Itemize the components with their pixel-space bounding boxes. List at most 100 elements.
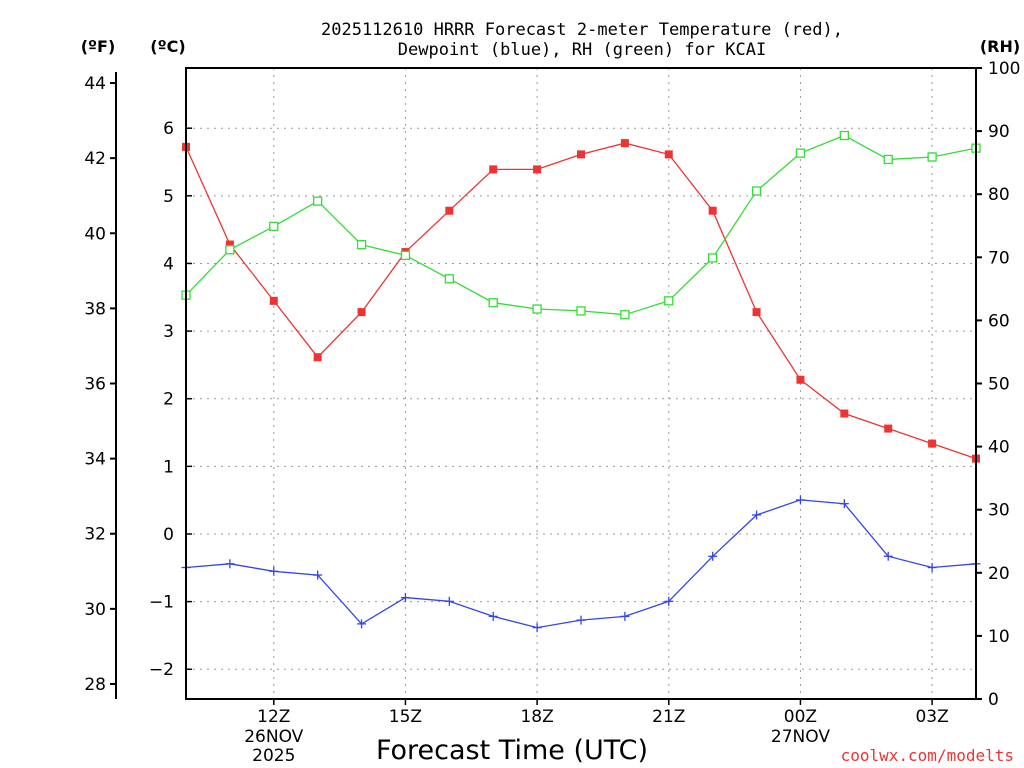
dewpoint-point xyxy=(488,611,498,621)
chart-title-line-2: Dewpoint (blue), RH (green) for KCAI xyxy=(398,40,766,60)
x-tick-label: 12Z xyxy=(257,707,290,727)
series-temperature xyxy=(182,139,980,463)
temperature-point xyxy=(445,206,454,215)
dewpoint-point xyxy=(927,563,937,573)
series-layer xyxy=(181,130,981,633)
temperature-point xyxy=(269,296,278,305)
temperature-point xyxy=(796,375,805,384)
rh-point xyxy=(576,306,586,316)
rh-point xyxy=(400,250,411,261)
rh-point xyxy=(883,154,893,165)
x-tick-label: 18Z xyxy=(520,707,553,727)
celsius-unit-label: (ºC) xyxy=(150,37,185,56)
rh-point xyxy=(751,186,762,196)
x-tick-label: 00Z xyxy=(784,707,817,727)
celsius-tick-label: 2 xyxy=(163,390,174,410)
temperature-point xyxy=(928,439,937,448)
dewpoint-point xyxy=(839,499,849,509)
grid-lines xyxy=(186,68,976,699)
temperature-line xyxy=(185,142,977,460)
celsius-tick-label: 3 xyxy=(163,322,174,342)
temperature-point xyxy=(533,165,542,174)
rh-tick-label: 40 xyxy=(988,438,1010,458)
fahrenheit-tick-label: 40 xyxy=(84,224,106,244)
celsius-tick-label: 0 xyxy=(163,525,174,545)
fahrenheit-tick-label: 32 xyxy=(84,525,106,545)
dewpoint-point xyxy=(400,593,410,603)
rh-point xyxy=(356,240,367,250)
rh-tick-label: 20 xyxy=(988,564,1010,584)
rh-tick-label: 70 xyxy=(988,248,1010,268)
fahrenheit-tick-label: 44 xyxy=(84,74,106,94)
temperature-point xyxy=(620,139,629,148)
x-tick-label: 21Z xyxy=(652,707,685,727)
dewpoint-point xyxy=(444,596,454,606)
x-tick-label: 03Z xyxy=(915,707,948,727)
rh-unit-label: (RH) xyxy=(980,37,1020,56)
dewpoint-point xyxy=(752,510,762,520)
x-tick-date-label: 26NOV xyxy=(244,727,303,747)
rh-point xyxy=(620,310,630,320)
rh-tick-label: 50 xyxy=(988,375,1010,395)
rh-tick-label: 30 xyxy=(988,501,1010,521)
dewpoint-point xyxy=(795,495,805,505)
x-tick-date-label: 27NOV xyxy=(771,727,830,747)
celsius-tick-label: −2 xyxy=(149,660,174,680)
temperature-point xyxy=(357,308,366,317)
x-tick-label: 15Z xyxy=(389,707,422,727)
dewpoint-point xyxy=(708,551,718,561)
celsius-tick-label: −1 xyxy=(149,593,174,613)
rh-point xyxy=(444,274,454,284)
temperature-point xyxy=(489,165,498,174)
celsius-tick-label: 6 xyxy=(163,119,174,139)
dewpoint-point xyxy=(225,559,235,569)
temperature-point xyxy=(577,150,585,159)
series-dewpoint xyxy=(181,495,981,633)
plot-frame xyxy=(185,67,977,700)
dewpoint-point xyxy=(269,566,279,576)
rh-point xyxy=(313,196,323,206)
temperature-point xyxy=(225,240,234,249)
x-tick-date-label: 2025 xyxy=(252,746,295,766)
temperature-point xyxy=(313,353,322,362)
rh-tick-label: 100 xyxy=(988,59,1020,79)
dewpoint-point xyxy=(576,615,586,625)
fahrenheit-axis: 28 30 32 34 36 38 40 42 44 xyxy=(84,72,117,699)
fahrenheit-unit-label: (ºF) xyxy=(81,37,116,56)
rh-point xyxy=(225,245,235,255)
rh-point xyxy=(927,152,937,162)
rh-tick-label: 90 xyxy=(988,122,1010,142)
temperature-point xyxy=(664,150,673,159)
rh-tick-label: 0 xyxy=(988,690,999,710)
fahrenheit-tick-label: 42 xyxy=(84,149,106,169)
rh-tick-label: 60 xyxy=(988,311,1010,331)
rh-point xyxy=(664,296,674,306)
dewpoint-point xyxy=(357,619,367,629)
celsius-tick-label: 4 xyxy=(163,254,174,274)
rh-line xyxy=(185,134,977,316)
dewpoint-line xyxy=(185,499,977,629)
x-axis-label: Forecast Time (UTC) xyxy=(376,735,648,766)
temperature-point xyxy=(840,409,849,418)
dewpoint-point xyxy=(313,570,323,580)
temperature-point xyxy=(708,206,717,215)
dewpoint-point xyxy=(532,623,542,633)
rh-point xyxy=(269,221,279,232)
rh-tick-label: 80 xyxy=(988,185,1010,205)
fahrenheit-tick-label: 28 xyxy=(84,675,106,695)
dewpoint-point xyxy=(620,611,630,621)
rh-axis: 0 10 20 30 40 50 60 70 80 90 100 xyxy=(976,59,1020,710)
dewpoint-point xyxy=(664,596,674,606)
dewpoint-point xyxy=(883,551,893,561)
celsius-axis: −2 −1 0 1 2 3 4 5 6 xyxy=(149,119,192,680)
series-rh xyxy=(181,130,981,320)
watermark-text: coolwx.com/modelts xyxy=(841,746,1014,765)
rh-point xyxy=(488,298,498,308)
fahrenheit-tick-label: 36 xyxy=(84,375,106,395)
rh-point xyxy=(839,130,849,141)
rh-point xyxy=(532,304,542,314)
fahrenheit-tick-label: 30 xyxy=(84,600,106,620)
